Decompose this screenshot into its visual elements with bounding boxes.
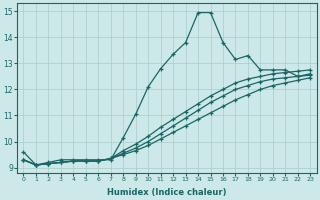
X-axis label: Humidex (Indice chaleur): Humidex (Indice chaleur) [107,188,227,197]
